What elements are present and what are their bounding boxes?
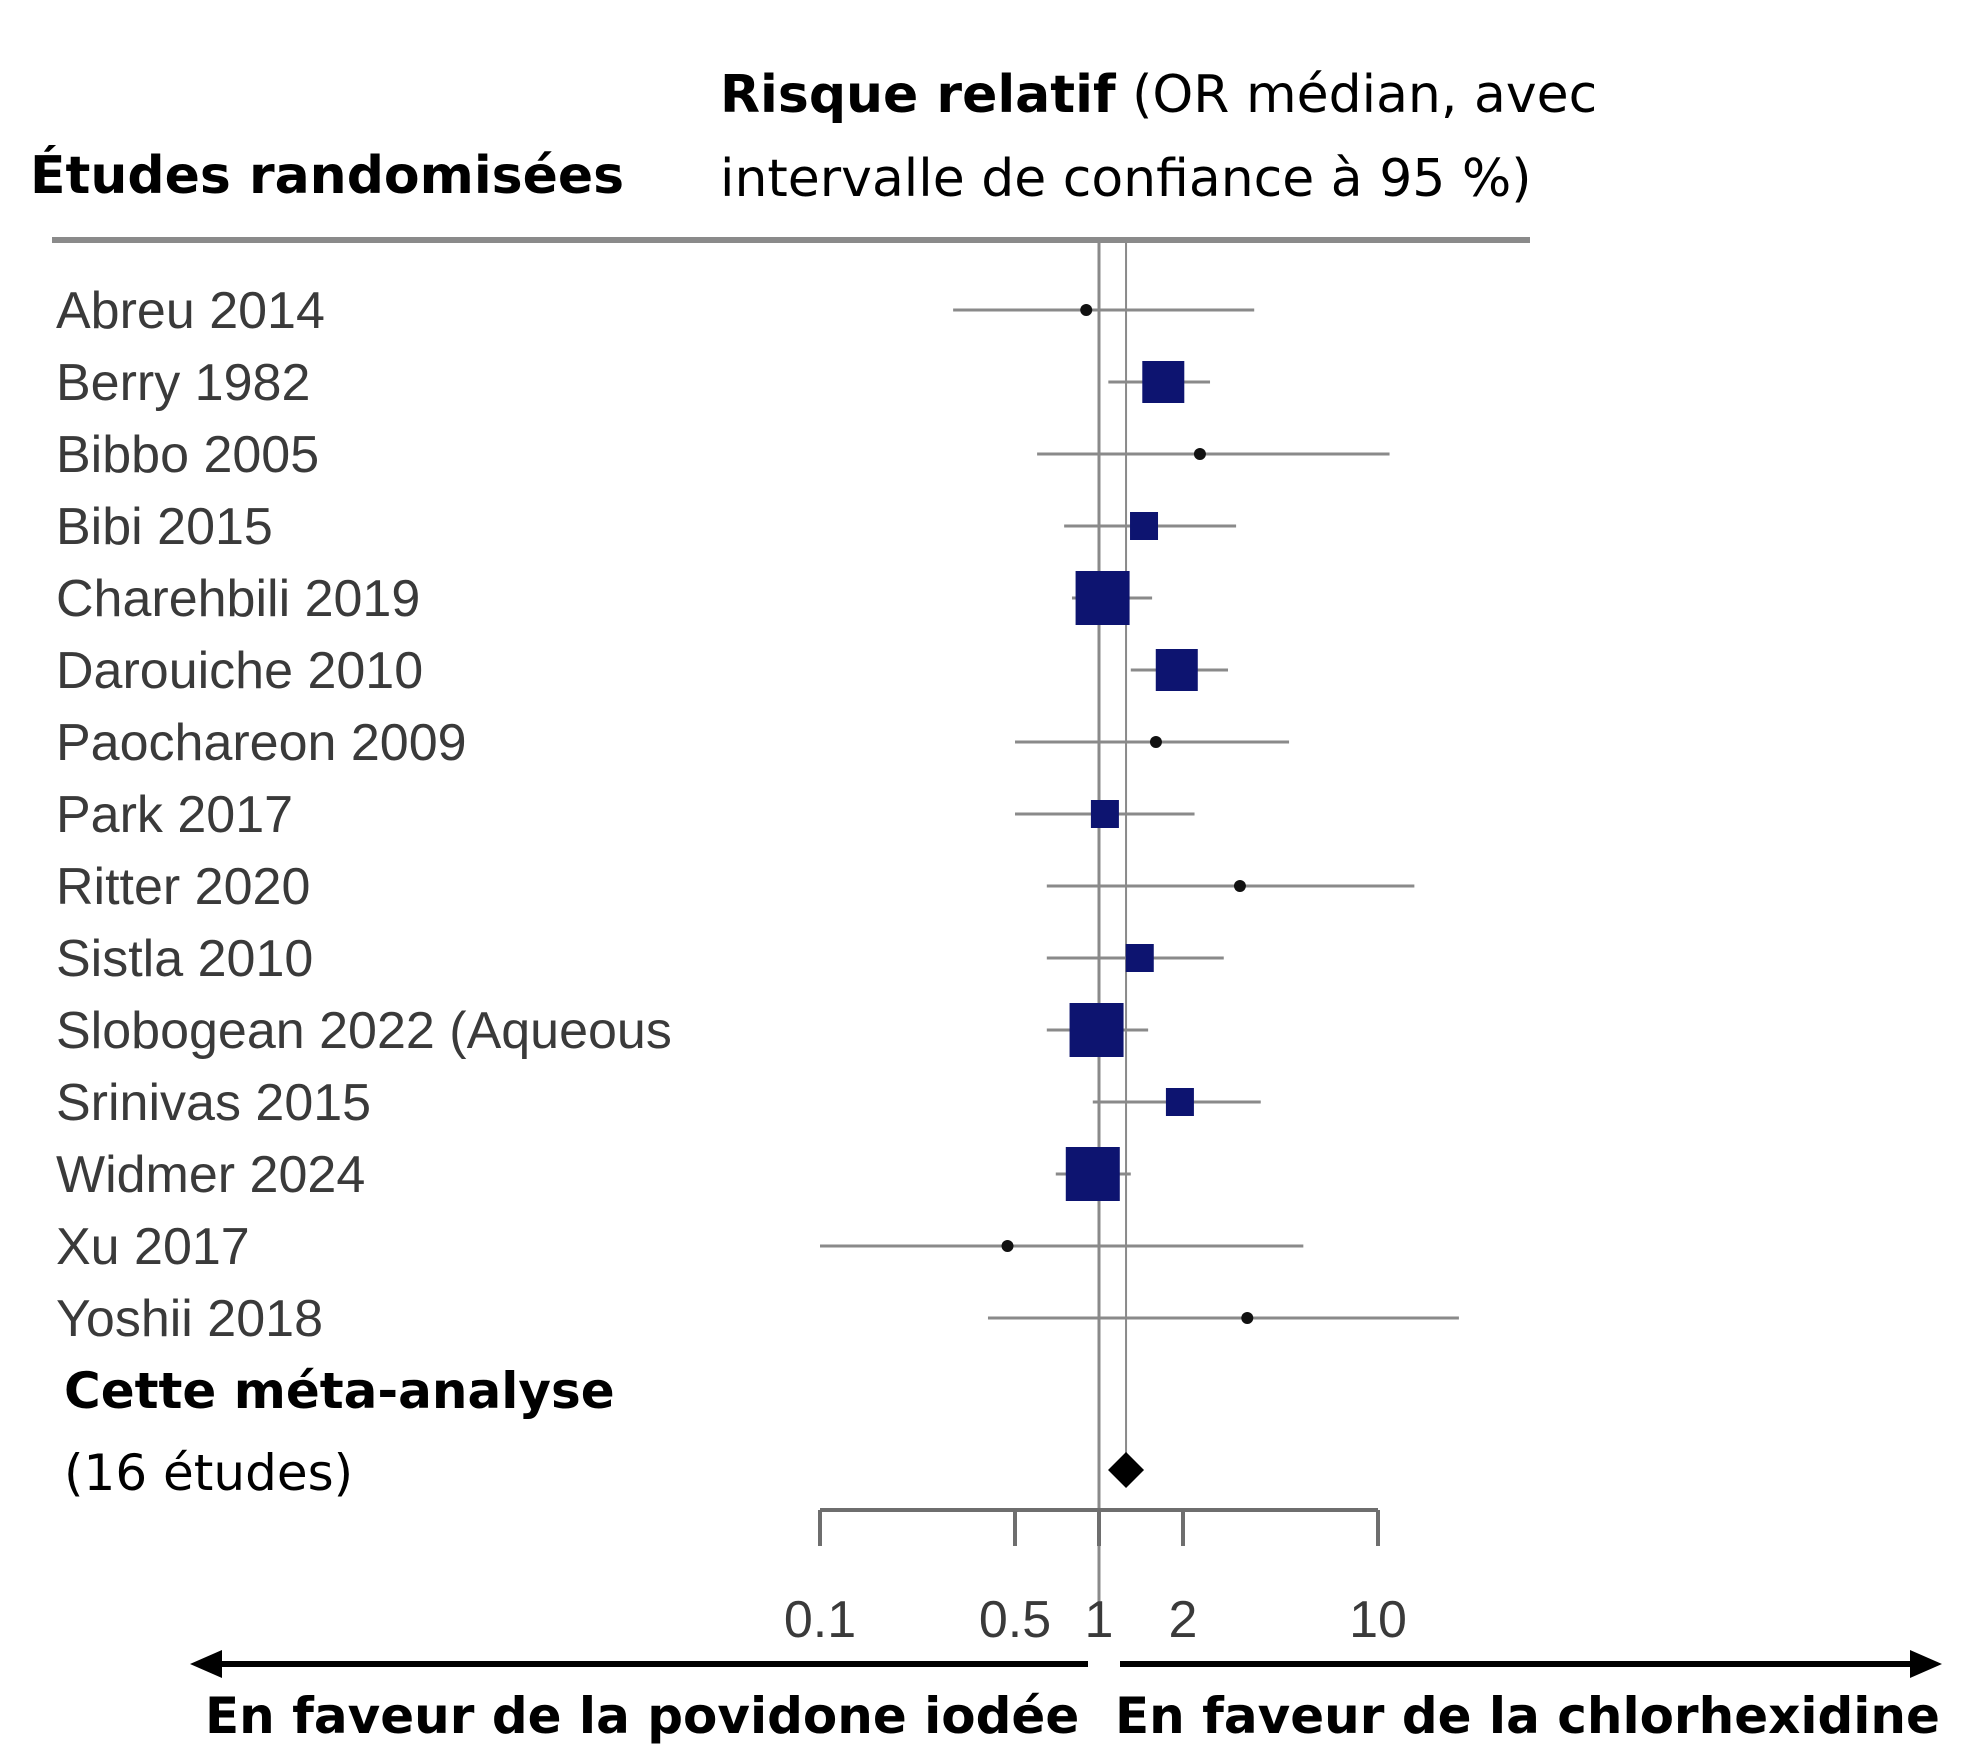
study-label: Slobogean 2022 (Aqueous (56, 1002, 672, 1060)
study-label: Sistla 2010 (56, 930, 313, 988)
pooled-estimate (1108, 1452, 1145, 1488)
point-estimate (1233, 880, 1246, 892)
point-estimate (1069, 1003, 1124, 1057)
rr-column-title-line1: Risque relatif (OR médian, avec (720, 65, 1597, 125)
point-estimate (1142, 361, 1185, 403)
study-label: Abreu 2014 (56, 282, 325, 340)
point-estimate (1165, 1088, 1194, 1116)
reference-lines (1097, 240, 1128, 1610)
x-tick-label: 0.1 (784, 1591, 856, 1649)
meta-analysis-label: Cette méta-analyse (64, 1362, 615, 1420)
meta-analysis-count: (16 études) (64, 1444, 353, 1502)
study-label: Bibbo 2005 (56, 426, 319, 484)
study-label: Yoshii 2018 (56, 1290, 323, 1348)
pooled-diamond (1108, 1452, 1145, 1488)
study-label: Berry 1982 (56, 354, 310, 412)
study-marks (820, 304, 1459, 1324)
studies-column-title: Études randomisées (30, 145, 624, 206)
study-label: Srinivas 2015 (56, 1074, 371, 1132)
favor-left-arrowhead-icon (190, 1650, 222, 1678)
x-tick-label: 10 (1349, 1591, 1407, 1649)
point-estimate (1065, 1147, 1120, 1201)
favor-right-arrowhead-icon (1910, 1650, 1942, 1678)
point-estimate (1080, 304, 1093, 316)
study-label: Ritter 2020 (56, 858, 310, 916)
x-tick-label: 2 (1169, 1591, 1198, 1649)
point-estimate (1001, 1240, 1014, 1252)
rr-column-title-line2: intervalle de confiance à 95 %) (720, 149, 1532, 209)
point-estimate (1149, 736, 1162, 748)
point-estimate (1241, 1312, 1254, 1324)
point-estimate (1090, 800, 1119, 828)
favor-left-label: En faveur de la povidone iodée (205, 1687, 1079, 1745)
study-label: Park 2017 (56, 786, 293, 844)
x-axis: 0.1 0.5 1 2 10 (784, 1508, 1407, 1649)
study-label: Xu 2017 (56, 1218, 250, 1276)
point-estimate (1130, 512, 1159, 540)
point-estimate (1075, 571, 1130, 625)
point-estimate (1125, 944, 1154, 972)
study-label: Paochareon 2009 (56, 714, 467, 772)
rr-title-bold: Risque relatif (720, 65, 1117, 125)
study-label: Widmer 2024 (56, 1146, 365, 1204)
rr-title-rest: (OR médian, avec (1116, 65, 1598, 125)
point-estimate (1155, 649, 1198, 691)
study-label: Bibi 2015 (56, 498, 273, 556)
study-label: Darouiche 2010 (56, 642, 423, 700)
study-labels: Abreu 2014 Berry 1982 Bibbo 2005 Bibi 2015 C… (56, 282, 672, 1348)
study-label: Charehbili 2019 (56, 570, 420, 628)
favor-right-label: En faveur de la chlorhexidine (1115, 1687, 1940, 1745)
x-tick-label: 1 (1085, 1591, 1114, 1649)
point-estimate (1193, 448, 1206, 460)
x-tick-label: 0.5 (979, 1591, 1051, 1649)
